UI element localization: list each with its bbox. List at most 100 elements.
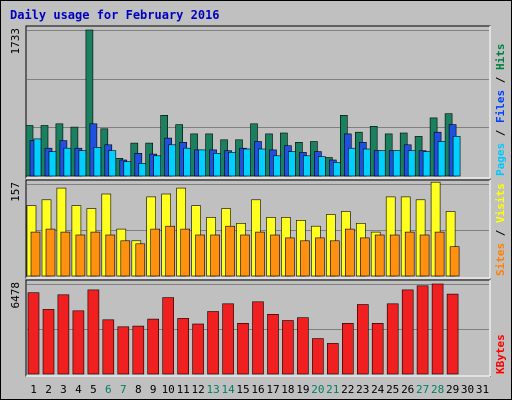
x-tick-label: 27 — [416, 383, 429, 396]
bar-sites-day-9 — [150, 228, 160, 277]
panel-pages-files-hits-axis-max-label: 1733 — [9, 28, 22, 55]
bar-kbytes-day-1 — [27, 292, 40, 375]
bar-sites-day-25 — [389, 234, 400, 277]
bar-sites-day-6 — [105, 234, 116, 277]
legend-segment: Visits — [494, 183, 507, 223]
x-tick-label: 20 — [311, 383, 324, 396]
x-tick-label: 2 — [45, 383, 52, 396]
bar-sites-day-22 — [344, 228, 355, 277]
bar-pages-day-17 — [273, 155, 281, 177]
bar-kbytes-day-26 — [401, 289, 414, 375]
panel-pages-files-hits-legend: Pages / Files / Hits — [494, 44, 507, 177]
legend-segment: / — [494, 70, 507, 90]
x-tick-label: 15 — [236, 383, 249, 396]
bar-sites-day-29 — [449, 246, 460, 277]
bar-sites-day-11 — [180, 228, 190, 277]
bar-pages-day-24 — [377, 150, 386, 177]
bar-pages-day-6 — [108, 150, 117, 177]
x-tick-label: 3 — [60, 383, 67, 396]
bar-sites-day-27 — [419, 234, 430, 277]
bar-sites-day-19 — [300, 240, 310, 277]
bar-sites-day-3 — [60, 231, 71, 277]
bar-hits-day-5 — [85, 29, 94, 177]
bar-pages-day-26 — [407, 150, 416, 177]
panel-pages-files-hits: 1733 Pages / Files / Hits — [9, 25, 507, 179]
panel-kbytes: 6478 KBytes — [9, 279, 507, 377]
bar-sites-day-2 — [45, 228, 56, 277]
bar-kbytes-day-2 — [42, 309, 55, 375]
bar-pages-day-27 — [422, 151, 431, 177]
bar-pages-day-19 — [303, 155, 311, 177]
x-tick-label: 12 — [191, 383, 204, 396]
bar-sites-day-5 — [90, 231, 101, 277]
legend-segment: Files — [494, 90, 507, 123]
panel-sites-visits-legend: Sites / Visits — [494, 183, 507, 276]
bar-pages-day-3 — [63, 147, 72, 177]
x-tick-label: 18 — [281, 383, 294, 396]
x-tick-label: 6 — [105, 383, 112, 396]
bar-pages-day-4 — [78, 150, 87, 177]
legend-segment: / — [494, 123, 507, 143]
panel-sites-visits: 157 Sites / Visits — [9, 179, 507, 279]
bar-kbytes-day-5 — [87, 289, 100, 375]
bar-kbytes-day-13 — [207, 311, 219, 375]
bar-pages-day-9 — [153, 155, 161, 177]
x-tick-label: 9 — [150, 383, 157, 396]
bar-kbytes-day-21 — [326, 343, 339, 375]
x-axis: 1 2 3 4 5 6 7 8 9 10 11 12 13 14 15 16 17 18 19 20 21 22 23 24 2… — [30, 383, 489, 396]
chart-title: Daily usage for February 2016 — [10, 8, 220, 22]
bar-kbytes-day-11 — [177, 318, 189, 375]
x-tick-label: 22 — [341, 383, 354, 396]
x-tick-label: 4 — [75, 383, 82, 396]
x-tick-label: 11 — [177, 383, 190, 396]
bar-sites-day-24 — [374, 234, 385, 277]
bar-kbytes-day-18 — [282, 320, 294, 375]
bar-pages-day-2 — [48, 151, 57, 177]
x-tick-label: 8 — [135, 383, 142, 396]
panel-kbytes-legend: KBytes — [494, 334, 507, 374]
bar-pages-day-7 — [123, 161, 132, 177]
x-tick-label: 31 — [476, 383, 489, 396]
x-tick-label: 21 — [326, 383, 339, 396]
bar-sites-day-17 — [270, 234, 280, 277]
x-tick-label: 23 — [356, 383, 369, 396]
bar-sites-day-18 — [285, 237, 295, 277]
bar-kbytes-day-19 — [297, 317, 309, 375]
bar-kbytes-day-16 — [252, 301, 264, 375]
bar-sites-day-12 — [195, 234, 205, 277]
x-tick-label: 13 — [206, 383, 219, 396]
bar-kbytes-day-3 — [57, 294, 70, 375]
x-tick-label: 30 — [461, 383, 474, 396]
x-tick-label: 29 — [446, 383, 459, 396]
bar-kbytes-day-6 — [102, 319, 115, 375]
x-tick-label: 10 — [162, 383, 175, 396]
bar-pages-day-14 — [228, 152, 236, 177]
bar-sites-day-4 — [75, 234, 86, 277]
legend-segment: Hits — [494, 44, 507, 71]
bar-sites-day-21 — [329, 240, 340, 277]
bar-sites-day-8 — [135, 243, 146, 277]
bar-sites-day-15 — [240, 234, 250, 277]
bar-pages-day-13 — [213, 153, 221, 177]
bar-kbytes-day-23 — [356, 304, 369, 375]
bar-pages-day-11 — [183, 147, 191, 177]
x-tick-label: 26 — [401, 383, 414, 396]
bar-sites-day-14 — [225, 225, 235, 277]
bar-pages-day-23 — [362, 148, 371, 177]
x-tick-label: 1 — [30, 383, 37, 396]
chart-panels: 1733 Pages / Files / Hits 157 Sites / Visit… — [9, 25, 507, 377]
bar-pages-day-21 — [332, 162, 341, 177]
panel-kbytes-axis-max-label: 6478 — [9, 282, 22, 309]
x-tick-label: 7 — [120, 383, 127, 396]
bar-sites-day-28 — [434, 231, 445, 277]
bar-pages-day-1 — [33, 138, 42, 177]
x-tick-label: 25 — [386, 383, 399, 396]
bar-kbytes-day-17 — [267, 313, 279, 375]
bar-pages-day-16 — [258, 148, 266, 177]
bar-sites-day-23 — [359, 237, 370, 277]
legend-segment: Pages — [494, 143, 507, 176]
bar-pages-day-25 — [392, 150, 401, 177]
bar-kbytes-day-22 — [341, 322, 354, 375]
